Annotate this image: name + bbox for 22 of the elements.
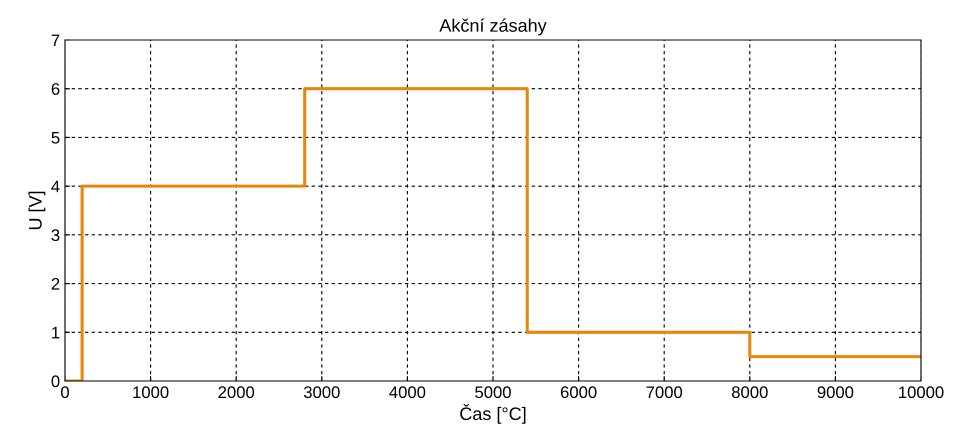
x-tick-label: 3000 <box>304 386 340 398</box>
y-tick-label: 0 <box>52 375 60 388</box>
y-tick-label: 1 <box>52 326 60 338</box>
y-tick-label: 7 <box>52 34 60 46</box>
x-tick-label: 10000 <box>899 386 944 398</box>
x-axis-title: Čas [°C] <box>460 404 526 424</box>
x-tick-label: 2000 <box>218 386 254 398</box>
x-tick-label: 0 <box>61 386 69 398</box>
x-tick-label: 6000 <box>560 386 596 398</box>
y-tick-label: 5 <box>52 132 60 144</box>
y-tick-label: 6 <box>52 83 60 95</box>
x-tick-label: 1000 <box>133 386 168 398</box>
y-axis-title: U [V] <box>28 192 46 230</box>
y-tick-label: 2 <box>52 278 60 290</box>
x-tick-label: 7000 <box>646 386 682 398</box>
x-tick-label: 8000 <box>732 386 768 398</box>
y-tick-label: 3 <box>52 229 60 242</box>
x-tick-label: 5000 <box>475 386 511 398</box>
chart-title: Akční zásahy <box>439 18 547 36</box>
x-tick-label: 4000 <box>389 386 426 398</box>
x-tick-label: 9000 <box>818 386 854 398</box>
y-tick-label: 4 <box>51 180 60 192</box>
